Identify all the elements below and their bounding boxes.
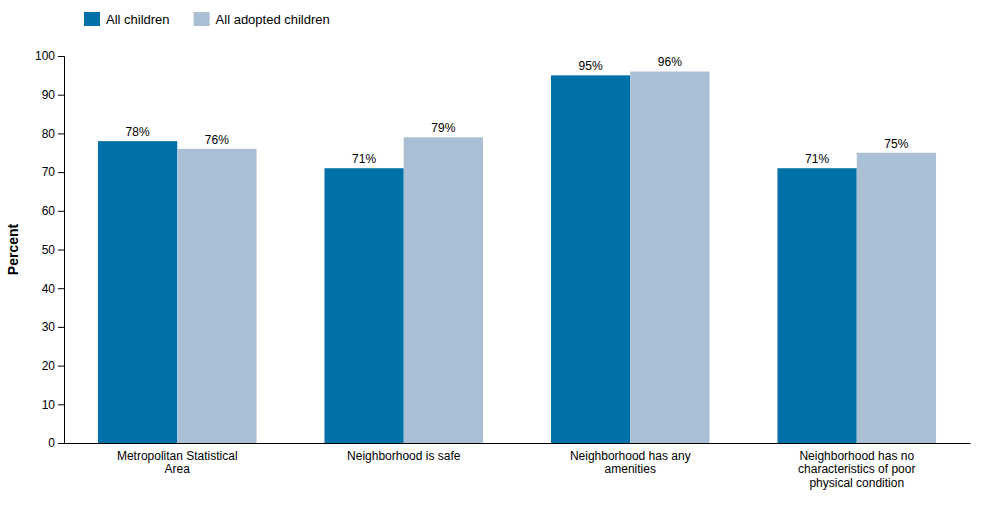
y-tick: 30 — [42, 320, 64, 334]
tick-label: 50 — [42, 243, 56, 257]
data-label: 71% — [352, 152, 376, 166]
y-tick: 0 — [48, 436, 64, 450]
y-tick: 50 — [42, 243, 64, 257]
x-tick: Metropolitan StatisticalArea — [117, 449, 238, 477]
y-tick: 90 — [42, 88, 64, 102]
tick-label-line: Area — [165, 462, 191, 476]
data-label: 96% — [658, 55, 682, 69]
bar — [404, 137, 483, 443]
bar — [177, 149, 256, 443]
tick-label: Neighborhood is safe — [347, 449, 461, 463]
data-label: 75% — [884, 137, 908, 151]
tick-label: 0 — [48, 436, 55, 450]
y-tick: 70 — [42, 165, 64, 179]
tick-label-line: Neighborhood has no — [799, 449, 914, 463]
tick-mark — [58, 288, 64, 289]
bar — [777, 168, 856, 443]
tick-label-line: amenities — [605, 462, 656, 476]
data-label: 71% — [805, 152, 829, 166]
bar — [857, 153, 936, 443]
legend-item: All adopted children — [194, 12, 330, 27]
tick-mark — [58, 443, 64, 444]
tick-label: 60 — [42, 204, 56, 218]
legend-label: All children — [106, 12, 170, 27]
y-tick: 60 — [42, 204, 64, 218]
data-label: 76% — [205, 133, 229, 147]
tick-mark — [58, 133, 64, 134]
data-label: 79% — [431, 121, 455, 135]
tick-label-line: physical condition — [809, 476, 904, 490]
tick-mark — [58, 404, 64, 405]
x-tick: Neighborhood has nocharacteristics of po… — [798, 449, 915, 491]
x-axis: Metropolitan StatisticalArea Neighborhood… — [65, 444, 971, 491]
legend-swatch — [194, 12, 210, 26]
legend: All children All adopted children — [84, 12, 330, 27]
tick-label: Neighborhood has anyamenities — [570, 449, 691, 477]
tick-label: 10 — [42, 398, 56, 412]
plot: 78% 71% 95% 71% 76% 79% 96% 75% 0 10 20 30 40 50 60 70 8… — [35, 49, 971, 490]
tick-label-line: Metropolitan Statistical — [117, 449, 238, 463]
tick-label-line: characteristics of poor — [798, 462, 915, 476]
bar — [630, 71, 709, 443]
bar — [98, 141, 177, 443]
legend-label: All adopted children — [216, 12, 330, 27]
y-tick: 10 — [42, 398, 64, 412]
tick-label: 40 — [42, 282, 56, 296]
data-labels: 78% 71% 95% 71% 76% 79% 96% 75% — [126, 55, 909, 166]
legend-item: All children — [84, 12, 170, 27]
axis-line — [65, 443, 971, 444]
tick-label: Neighborhood has nocharacteristics of po… — [798, 449, 915, 491]
bars — [98, 71, 936, 443]
tick-label: 90 — [42, 88, 56, 102]
legend-swatch — [84, 12, 100, 26]
tick-label: 80 — [42, 127, 56, 141]
x-tick: Neighborhood has anyamenities — [570, 449, 691, 477]
y-axis-label: Percent — [5, 223, 21, 275]
tick-label: 30 — [42, 320, 56, 334]
tick-label: 20 — [42, 359, 56, 373]
chart: 78% 71% 95% 71% 76% 79% 96% 75% 0 10 20 30 40 50 60 70 8… — [0, 0, 990, 509]
x-tick: Neighborhood is safe — [347, 449, 461, 463]
axis-line — [58, 57, 65, 444]
tick-mark — [58, 250, 64, 251]
tick-label-line: Neighborhood is safe — [347, 449, 461, 463]
data-label: 78% — [126, 125, 150, 139]
tick-label: 70 — [42, 165, 56, 179]
data-label: 95% — [579, 59, 603, 73]
tick-mark — [58, 95, 64, 96]
y-tick: 40 — [42, 282, 64, 296]
y-axis: 0 10 20 30 40 50 60 70 80 90 100 — [35, 49, 65, 450]
tick-label: Metropolitan StatisticalArea — [117, 449, 238, 477]
y-tick: 20 — [42, 359, 64, 373]
tick-mark — [58, 172, 64, 173]
tick-mark — [58, 366, 64, 367]
tick-label-line: Neighborhood has any — [570, 449, 691, 463]
bar — [324, 168, 403, 443]
bar — [551, 75, 630, 443]
tick-mark — [58, 327, 64, 328]
tick-label: 100 — [35, 49, 55, 63]
tick-mark — [58, 211, 64, 212]
y-tick: 80 — [42, 127, 64, 141]
y-tick: 100 — [35, 49, 64, 63]
tick-mark — [58, 56, 64, 57]
